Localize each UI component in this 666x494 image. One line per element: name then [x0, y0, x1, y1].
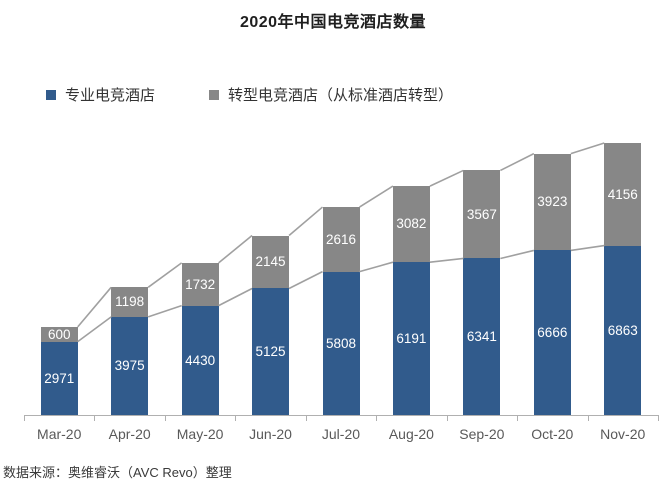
data-label-professional: 3975 — [114, 358, 145, 374]
data-label-professional: 6341 — [466, 328, 497, 344]
bar-segment-transformed: 3082 — [392, 186, 430, 263]
data-label-transformed: 4156 — [607, 186, 638, 202]
x-axis-label: Jul-20 — [321, 426, 361, 442]
bar-segment-professional: 6863 — [604, 245, 642, 415]
data-label-professional: 6191 — [396, 330, 427, 346]
source-note: 数据来源：奥维睿沃（AVC Revo）整理 — [3, 465, 232, 480]
bar-segment-transformed: 3923 — [533, 153, 571, 251]
bar-segment-professional: 3975 — [111, 316, 149, 415]
x-axis-label: Jun-20 — [249, 426, 292, 442]
x-axis-tick — [517, 416, 519, 421]
bar-segment-transformed: 1198 — [111, 287, 149, 317]
data-label-transformed: 1198 — [115, 294, 145, 310]
bar-segment-transformed: 4156 — [604, 143, 642, 246]
bar-segment-professional: 5125 — [252, 288, 290, 415]
bar-segment-professional: 6666 — [533, 250, 571, 415]
series-lines-svg — [77, 142, 605, 343]
bar-segment-transformed: 3567 — [463, 170, 501, 259]
x-axis-label: Mar-20 — [37, 426, 82, 442]
data-label-transformed: 3567 — [466, 206, 497, 222]
bar-group: 1198 3975 — [111, 287, 149, 415]
bar-group: 1732 4430 — [181, 262, 219, 415]
data-label-transformed: 2145 — [255, 254, 286, 270]
x-axis-line — [24, 415, 659, 416]
bar-segment-professional: 4430 — [181, 305, 219, 415]
x-axis-label: Oct-20 — [531, 426, 574, 442]
bar-group: 3567 6341 — [463, 170, 501, 415]
data-label-professional: 5808 — [325, 335, 357, 351]
bar-group: 3082 6191 — [392, 186, 430, 415]
legend-swatch-transformed — [209, 89, 220, 100]
data-label-professional: 5125 — [255, 343, 286, 359]
data-label-transformed: 1732 — [185, 276, 216, 292]
x-axis-tick — [587, 416, 589, 421]
data-label-transformed: 2616 — [325, 231, 357, 247]
x-axis-label: Aug-20 — [388, 426, 434, 442]
legend-label-transformed: 转型电竞酒店（从标准酒店转型） — [228, 88, 454, 104]
x-axis-label: Sep-20 — [459, 426, 505, 442]
bar-segment-professional: 6341 — [463, 258, 501, 415]
bar-group: 3923 6666 — [533, 153, 571, 415]
data-label-transformed: 3082 — [396, 216, 427, 232]
data-label-professional: 6863 — [607, 322, 638, 338]
bar-group: 4156 6863 — [604, 143, 642, 415]
bar-segment-professional: 2971 — [40, 341, 78, 415]
data-label-transformed: 600 — [47, 326, 71, 342]
bar-group: 2616 5808 — [322, 207, 360, 415]
x-axis-label: May-20 — [176, 426, 224, 442]
x-axis-tick — [658, 416, 659, 421]
legend-item-professional: 专业电竞酒店 — [46, 84, 155, 105]
bar-segment-transformed: 600 — [40, 326, 78, 342]
bar-segment-transformed: 2616 — [322, 207, 360, 272]
x-axis-label: Nov-20 — [600, 426, 646, 442]
x-axis-tick — [24, 416, 25, 421]
x-axis-tick — [376, 416, 378, 421]
legend-swatch-professional — [46, 89, 56, 100]
legend-label-professional: 专业电竞酒店 — [65, 88, 156, 104]
x-axis-labels: Mar-20 Apr-20 May-20 Jun-20 Jul-20 Aug-20 Sep-… — [24, 425, 658, 443]
legend: 专业电竞酒店 转型电竞酒店（从标准酒店转型） — [46, 84, 453, 105]
x-axis-tick — [446, 416, 448, 421]
data-label-transformed: 3923 — [537, 194, 568, 210]
bar-group: 600 2971 — [40, 326, 78, 415]
bar-segment-professional: 5808 — [322, 271, 360, 415]
bar-segment-professional: 6191 — [392, 262, 430, 415]
x-axis-tick — [94, 416, 96, 421]
chart-title: 2020年中国电竞酒店数量 — [239, 14, 427, 31]
x-axis-tick — [164, 416, 166, 421]
plot-area: 600 2971 1198 3975 1732 4430 2145 5125 2616 5808 3… — [24, 143, 658, 415]
legend-item-transformed: 转型电竞酒店（从标准酒店转型） — [209, 84, 453, 105]
x-axis-tick — [305, 416, 307, 421]
x-axis-label: Apr-20 — [108, 426, 151, 442]
bar-group: 2145 5125 — [252, 235, 290, 415]
data-label-professional: 2971 — [44, 370, 75, 386]
bar-segment-transformed: 2145 — [252, 235, 290, 289]
data-label-professional: 4430 — [185, 352, 216, 368]
bar-segment-transformed: 1732 — [181, 262, 219, 306]
data-label-professional: 6666 — [537, 324, 568, 340]
x-axis-tick — [235, 416, 237, 421]
